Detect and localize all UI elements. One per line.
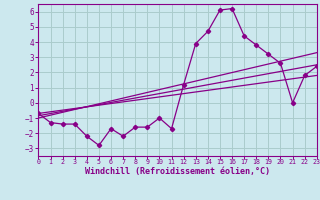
- X-axis label: Windchill (Refroidissement éolien,°C): Windchill (Refroidissement éolien,°C): [85, 167, 270, 176]
